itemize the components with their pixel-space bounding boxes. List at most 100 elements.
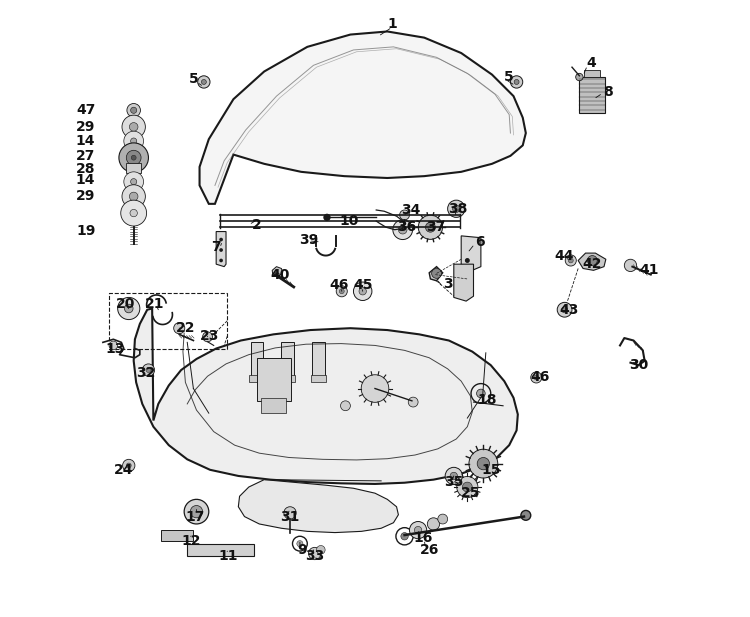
Circle shape [130, 209, 137, 217]
Text: 16: 16 [413, 531, 433, 545]
Circle shape [219, 238, 223, 241]
Text: 47: 47 [76, 103, 95, 117]
Text: 5: 5 [188, 72, 198, 86]
Text: 19: 19 [76, 224, 95, 238]
Circle shape [425, 222, 435, 232]
Polygon shape [160, 530, 194, 541]
Polygon shape [461, 236, 481, 270]
Circle shape [427, 518, 439, 530]
Bar [188, 544, 254, 556]
Text: 5: 5 [504, 70, 514, 84]
Circle shape [122, 184, 146, 208]
Circle shape [448, 200, 465, 217]
Circle shape [130, 138, 136, 144]
Circle shape [297, 540, 303, 547]
Circle shape [362, 375, 388, 402]
Circle shape [190, 505, 202, 518]
Bar [261, 398, 286, 413]
Circle shape [198, 76, 210, 88]
Circle shape [124, 172, 143, 191]
Circle shape [566, 255, 576, 266]
Circle shape [400, 210, 410, 220]
Text: 22: 22 [176, 321, 195, 335]
Text: 26: 26 [419, 543, 439, 557]
Bar [251, 342, 263, 376]
Polygon shape [454, 264, 473, 301]
Circle shape [121, 200, 146, 226]
Text: 40: 40 [270, 268, 290, 281]
Text: 31: 31 [280, 510, 300, 524]
Text: 45: 45 [353, 278, 373, 292]
Circle shape [129, 192, 138, 201]
Circle shape [126, 463, 131, 468]
Text: 42: 42 [582, 257, 602, 271]
Circle shape [419, 215, 442, 239]
Text: 35: 35 [444, 475, 464, 489]
Circle shape [146, 368, 151, 373]
Text: 46: 46 [329, 278, 349, 292]
Polygon shape [578, 253, 606, 270]
Text: 3: 3 [442, 277, 452, 291]
Circle shape [202, 332, 212, 342]
Circle shape [393, 220, 412, 239]
Polygon shape [272, 267, 283, 276]
Circle shape [124, 131, 143, 151]
Text: 1: 1 [387, 17, 397, 31]
Text: 21: 21 [145, 297, 164, 310]
Circle shape [410, 521, 427, 539]
Text: 4: 4 [586, 57, 596, 70]
Circle shape [469, 449, 498, 478]
Circle shape [131, 155, 136, 160]
Text: 14: 14 [76, 173, 95, 188]
Circle shape [562, 307, 568, 313]
Circle shape [557, 302, 572, 317]
Text: 2: 2 [252, 218, 262, 232]
Circle shape [408, 397, 418, 407]
Text: 38: 38 [448, 202, 468, 216]
Polygon shape [429, 267, 442, 281]
Text: 29: 29 [76, 189, 95, 204]
Polygon shape [238, 479, 398, 532]
Text: 41: 41 [639, 263, 658, 277]
Circle shape [511, 76, 523, 88]
Circle shape [587, 255, 597, 265]
Circle shape [142, 364, 154, 376]
Circle shape [219, 248, 223, 252]
Circle shape [438, 514, 448, 524]
Circle shape [122, 115, 146, 139]
Polygon shape [216, 231, 226, 267]
Circle shape [127, 104, 140, 117]
Text: 32: 32 [136, 366, 156, 380]
Circle shape [477, 457, 490, 470]
Text: 14: 14 [76, 134, 95, 148]
Circle shape [323, 213, 331, 221]
Circle shape [452, 205, 460, 212]
Bar [312, 342, 325, 376]
Text: 27: 27 [76, 149, 95, 163]
Circle shape [624, 259, 637, 271]
Circle shape [534, 375, 538, 380]
Text: 11: 11 [219, 549, 239, 563]
Text: 28: 28 [76, 162, 95, 176]
Circle shape [336, 286, 347, 297]
Circle shape [316, 545, 326, 554]
Bar [126, 164, 141, 173]
Circle shape [130, 178, 136, 184]
Text: 6: 6 [475, 235, 484, 249]
Circle shape [124, 304, 133, 313]
Bar [311, 375, 326, 383]
Polygon shape [134, 308, 518, 484]
Circle shape [126, 151, 141, 165]
Circle shape [184, 499, 209, 524]
Text: 29: 29 [76, 120, 95, 134]
Circle shape [531, 372, 542, 383]
Circle shape [308, 547, 321, 560]
Text: 24: 24 [114, 463, 134, 477]
Circle shape [109, 341, 118, 350]
Text: 18: 18 [477, 392, 496, 407]
Circle shape [340, 401, 350, 411]
Circle shape [465, 258, 470, 263]
Circle shape [432, 268, 442, 278]
Circle shape [400, 532, 408, 540]
Text: 12: 12 [182, 534, 201, 548]
